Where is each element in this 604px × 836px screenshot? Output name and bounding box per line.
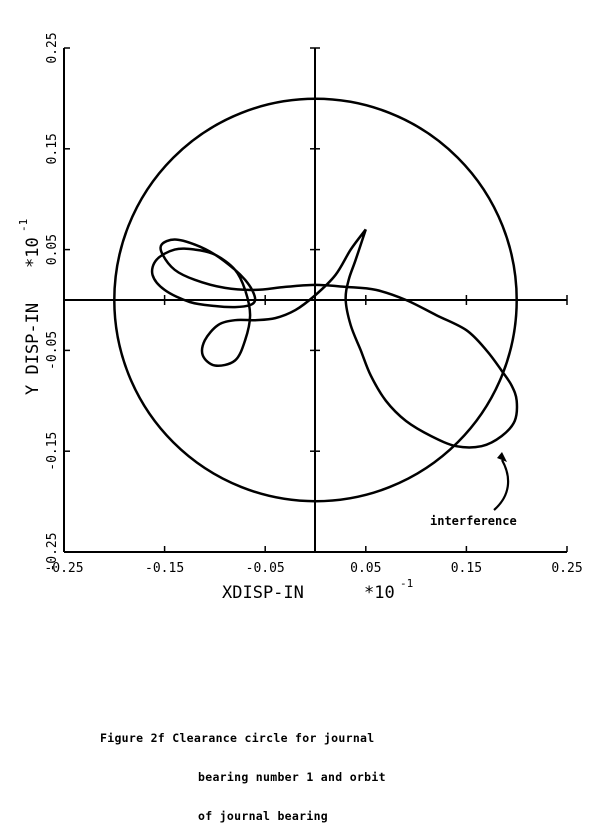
chart: -0.25 -0.15 -0.05 0.05 0.15 0.25 -0.25 -0.15 -0.… <box>17 32 583 603</box>
annotation-interference: interference <box>430 514 517 528</box>
orbit-line <box>150 228 519 449</box>
y-tick-label: 0.25 <box>45 32 60 63</box>
x-tick-label: 0.25 <box>551 561 582 576</box>
clearance-circle <box>113 97 518 503</box>
x-axis-label: XDISP-IN <box>222 583 304 603</box>
y-tick-label: 0.05 <box>45 234 60 265</box>
y-axis-scale: *10 <box>23 237 43 268</box>
figure-caption: Figure 2f Clearance circle for journal b… <box>100 706 386 836</box>
annotation-arrow <box>493 459 510 511</box>
x-axis-scale: *10 <box>364 583 395 603</box>
y-tick-label: 0.15 <box>45 133 60 164</box>
tick-marks <box>63 47 568 553</box>
tick-labels: -0.25 -0.15 -0.05 0.05 0.15 0.25 -0.25 -0.15 -0.… <box>44 32 582 576</box>
y-axis-label: Y DISP-IN <box>23 303 43 395</box>
x-tick-label: -0.05 <box>246 561 285 576</box>
x-tick-label: -0.25 <box>44 561 83 576</box>
y-axis-exponent: -1 <box>17 219 30 232</box>
x-axis-exponent: -1 <box>400 577 413 590</box>
caption-line-1: Figure 2f Clearance circle for journal <box>100 731 375 745</box>
x-tick-label: -0.15 <box>145 561 184 576</box>
caption-line-2: bearing number 1 and orbit <box>198 770 386 784</box>
y-tick-label: -0.15 <box>45 432 60 471</box>
x-tick-label: 0.15 <box>451 561 482 576</box>
caption-line-3: of journal bearing <box>198 809 329 823</box>
y-tick-label: -0.05 <box>45 331 60 370</box>
y-tick-label: -0.25 <box>45 532 60 571</box>
annotation-arrowhead <box>497 452 507 462</box>
x-tick-label: 0.05 <box>350 561 381 576</box>
